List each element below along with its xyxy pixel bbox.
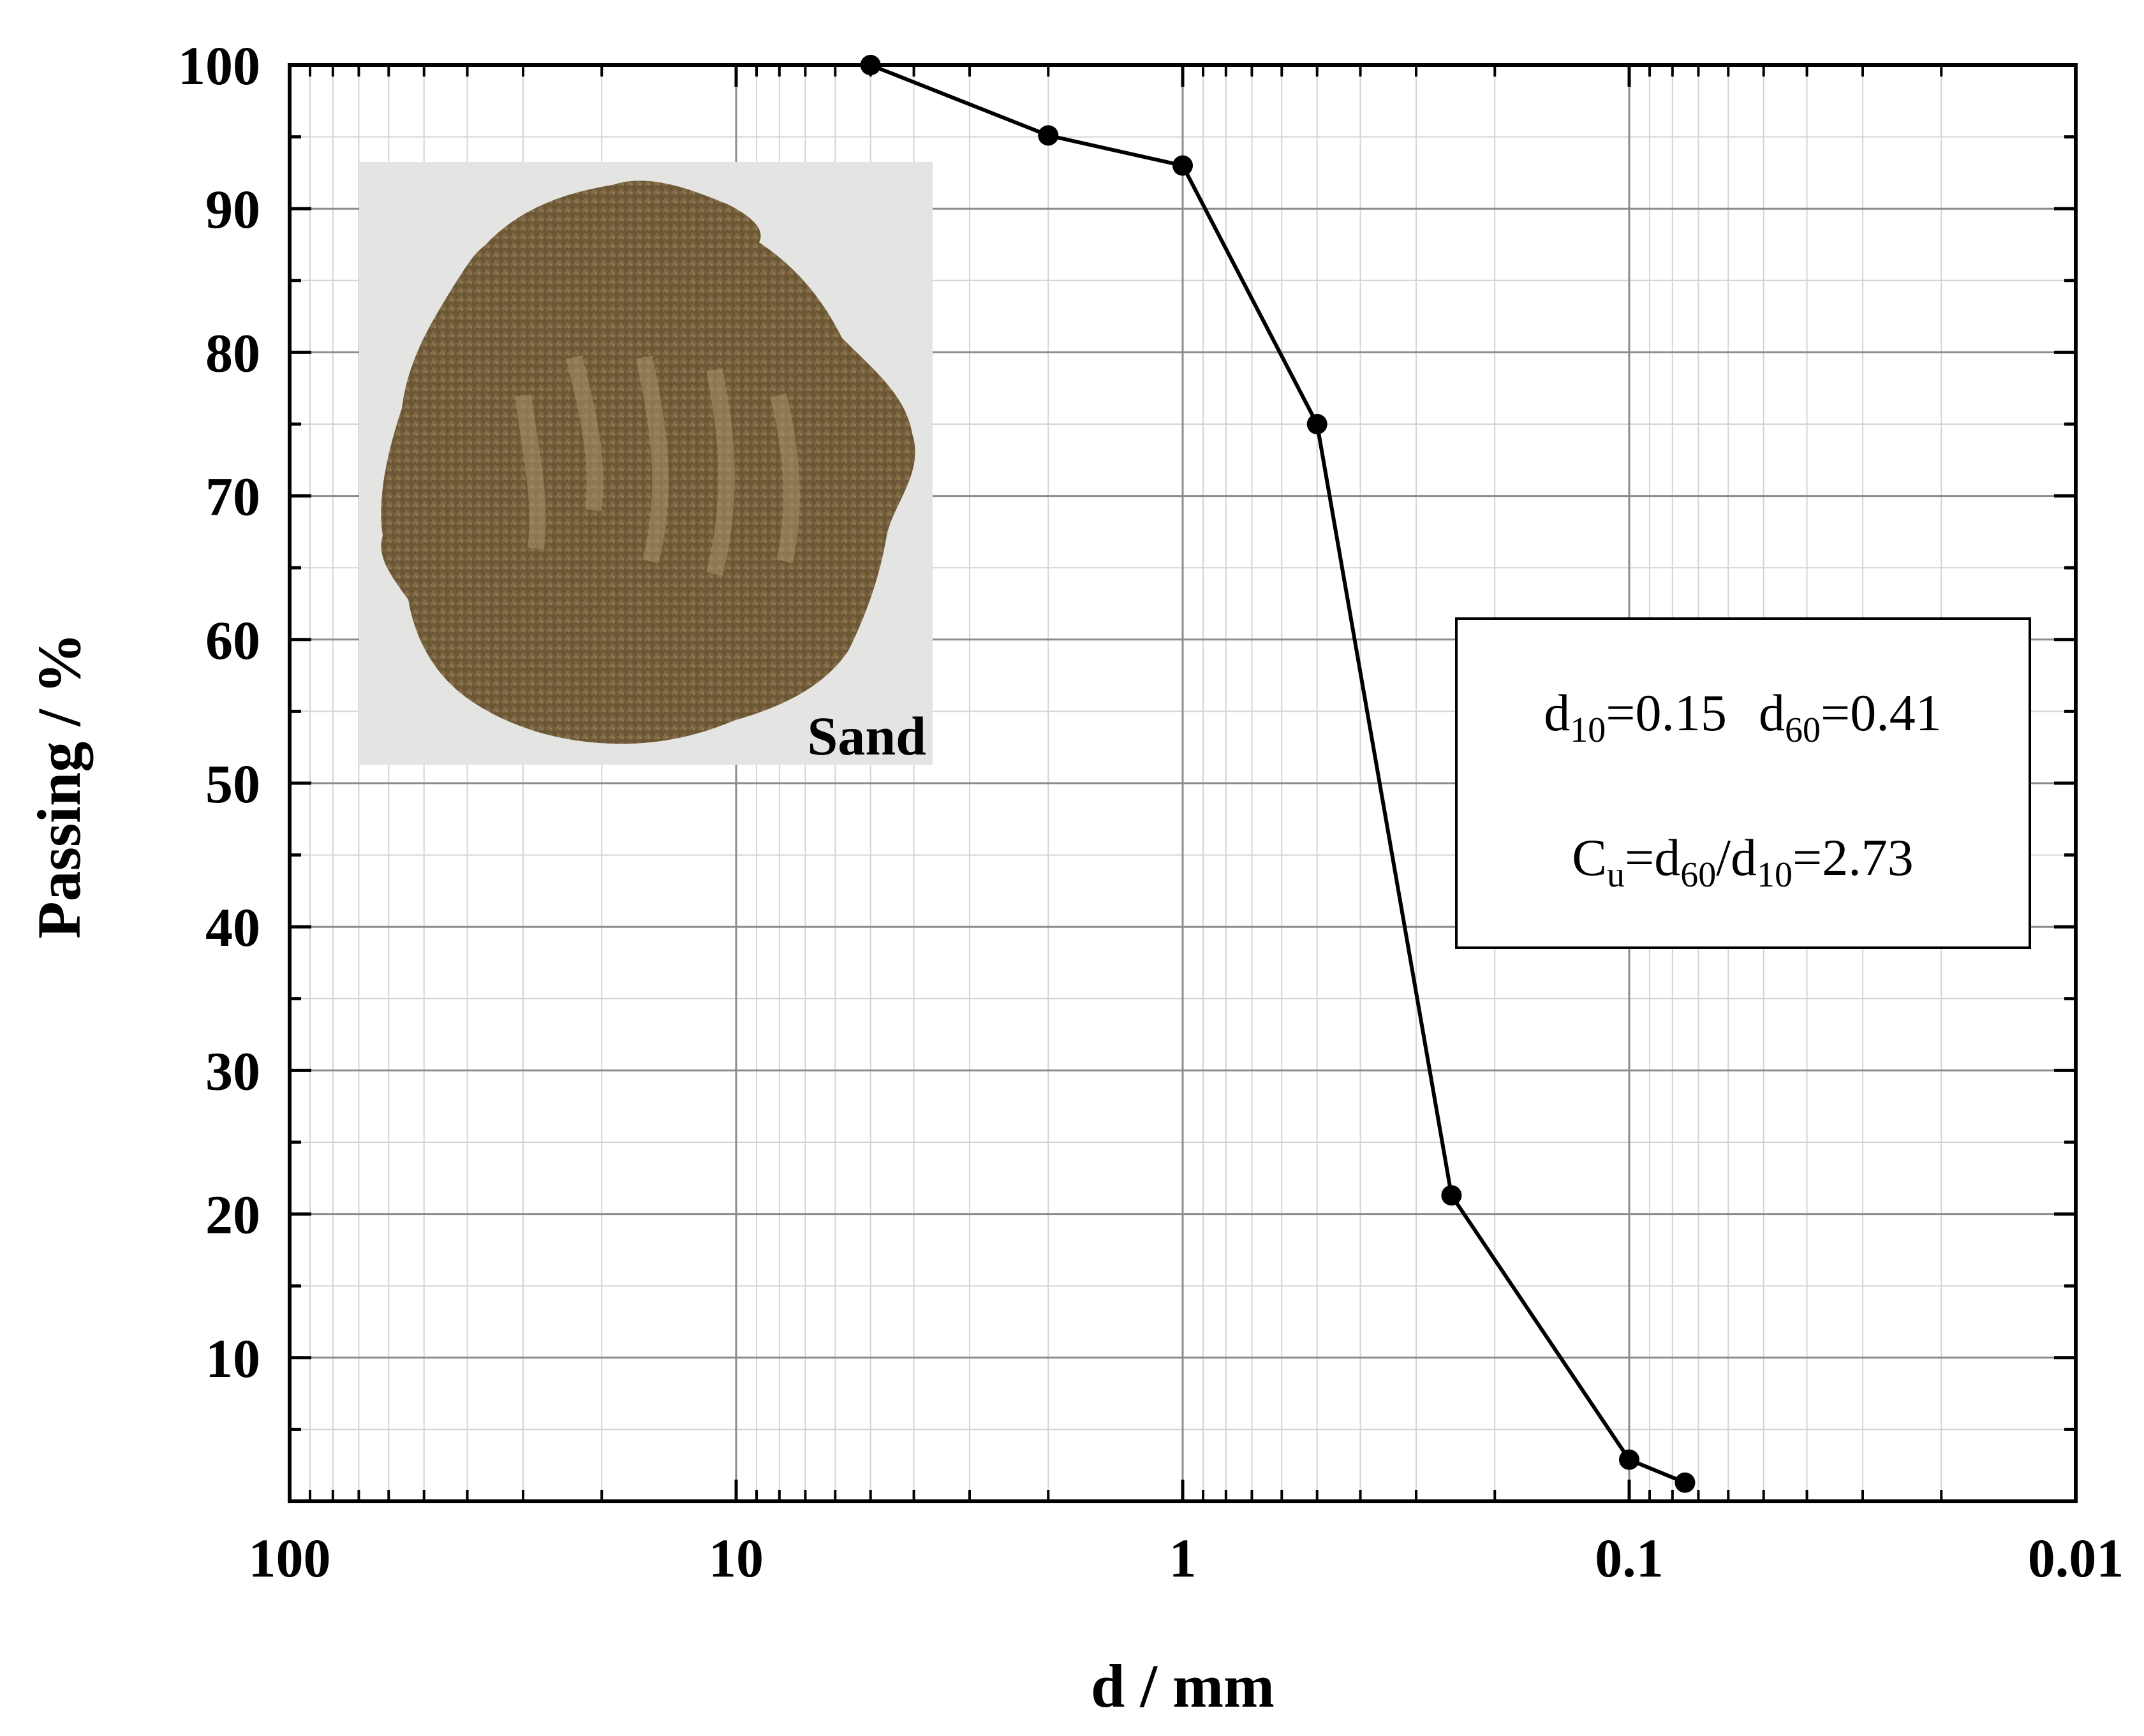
data-point [1675,1472,1696,1493]
data-point [1619,1449,1639,1470]
sand-pile-icon [381,180,915,744]
y-tick-label: 20 [205,1184,260,1246]
x-tick-label: 100 [249,1527,331,1589]
annotation-box [1455,617,2031,949]
sand-ridges [515,355,800,577]
x-tick-label: 1 [1169,1527,1197,1589]
cu-line: Cu=d60/d10=2.73 [1572,828,1914,895]
x-axis-title: d / mm [1091,1652,1275,1720]
y-tick-label: 10 [205,1328,260,1389]
sand-photo-inset: Sand [359,162,933,767]
y-tick-label: 90 [205,179,260,240]
data-point [1306,414,1327,434]
stats-annotation: d10=0.15 d60=0.41 Cu=d60/d10=2.73 [1455,617,2031,949]
data-point [1441,1185,1462,1206]
y-tick-label: 40 [205,897,260,958]
y-tick-label: 80 [205,322,260,383]
series-points [860,55,1696,1493]
y-tick-label: 70 [205,466,260,527]
axis-ticks [290,65,2078,1501]
data-point [1172,155,1193,176]
y-tick-labels: 10 20 30 40 50 60 70 80 90 100 [178,35,260,1389]
y-axis-title: Passing / % [25,633,93,939]
data-point [1038,125,1059,146]
y-tick-label: 60 [205,610,260,671]
x-tick-label: 10 [709,1527,764,1589]
x-tick-label: 0.01 [2028,1527,2124,1589]
y-tick-label: 100 [178,35,260,96]
x-tick-label: 0.1 [1595,1527,1664,1589]
x-tick-labels: 100 10 1 0.1 0.01 [249,1527,2124,1589]
y-tick-label: 50 [205,753,260,814]
d10-d60-line: d10=0.15 d60=0.41 [1544,684,1942,750]
inset-caption: Sand [808,705,927,767]
y-tick-label: 30 [205,1040,260,1101]
